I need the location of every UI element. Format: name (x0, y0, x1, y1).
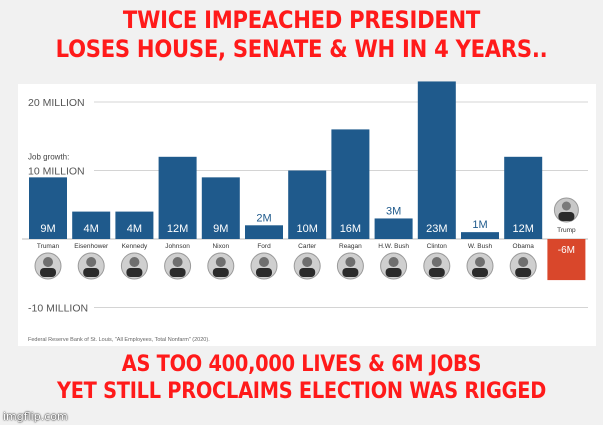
meme-bottom-line-2: YET STILL PROCLAIMS ELECTION WAS RIGGED (56, 378, 547, 404)
president-portrait-body (558, 212, 575, 221)
imgflip-watermark: imgflip.com (3, 410, 68, 423)
president-portrait-head (388, 257, 399, 267)
category-label: H.W. Bush (378, 243, 409, 250)
bar-value-label: 9M (213, 223, 228, 235)
bar-value-label: 23M (426, 223, 447, 235)
bar (245, 225, 283, 239)
category-label: Carter (298, 243, 317, 250)
bar (547, 239, 586, 281)
bar-value-label: 12M (512, 223, 533, 235)
bar-value-label: 10M (296, 223, 317, 235)
meme-bottom-line-1: AS TOO 400,000 LIVES & 6M JOBS (121, 352, 482, 377)
bar (374, 218, 413, 239)
president-portrait-body (472, 268, 488, 277)
y-tick-label: -10 MILLION (28, 303, 88, 315)
bar-value-label: 2M (256, 212, 271, 224)
president-portrait-body (299, 268, 316, 277)
category-label: Eisenhower (74, 243, 109, 250)
category-label: W. Bush (468, 243, 493, 250)
president-portrait-head (215, 257, 226, 267)
bar (504, 156, 543, 239)
president-portrait-body (385, 268, 402, 277)
president-portrait-body (40, 268, 56, 277)
y-axis-label: Job growth: (28, 153, 69, 162)
source-note: Federal Reserve Bank of St. Louis, "All … (28, 337, 210, 343)
bar-value-label: 3M (386, 205, 401, 217)
bar (288, 170, 327, 239)
president-portrait-body (256, 268, 272, 277)
president-portrait-body (212, 268, 229, 277)
president-portrait-head (259, 257, 269, 267)
president-portrait-head (129, 257, 140, 267)
category-label: Trump (557, 227, 576, 234)
bar (29, 177, 67, 239)
bar (461, 232, 499, 239)
president-portrait-head (345, 257, 356, 267)
president-portrait-head (561, 201, 571, 211)
bar (72, 211, 111, 239)
category-label: Kennedy (122, 243, 148, 250)
category-label: Truman (37, 243, 60, 250)
bar (115, 211, 154, 239)
meme-top-line-2: LOSES HOUSE, SENATE & WH IN 4 YEARS.. (55, 35, 548, 64)
category-label: Nixon (212, 243, 229, 250)
president-portrait-head (86, 257, 97, 267)
bar (331, 129, 370, 239)
president-portrait-head (518, 257, 529, 267)
president-portrait-body (169, 268, 186, 277)
president-portrait-head (475, 257, 485, 267)
bar (417, 81, 456, 239)
president-portrait-body (126, 268, 143, 277)
bar-value-label: -6M (558, 245, 575, 256)
bar (158, 156, 197, 239)
meme-top-line-1: TWICE IMPEACHED PRESIDENT (122, 6, 481, 34)
bar-value-label: 4M (84, 223, 99, 235)
president-portrait-body (428, 268, 445, 277)
president-portrait-head (431, 257, 442, 267)
meme-top-caption: TWICE IMPEACHED PRESIDENT LOSES HOUSE, S… (36, 6, 567, 65)
category-label: Ford (257, 243, 271, 250)
category-label: Reagan (339, 243, 362, 250)
president-portrait-body (515, 268, 532, 277)
bar (201, 177, 240, 239)
bar-value-label: 4M (127, 223, 142, 235)
y-tick-label: 10 MILLION (28, 166, 85, 178)
president-portrait-body (83, 268, 100, 277)
president-portrait-head (43, 257, 53, 267)
bar-value-label: 1M (472, 219, 487, 231)
category-label: Obama (513, 243, 535, 250)
meme-bottom-caption: AS TOO 400,000 LIVES & 6M JOBS YET STILL… (36, 352, 567, 406)
president-portrait-head (302, 257, 313, 267)
bar-value-label: 12M (167, 223, 188, 235)
president-portrait-head (172, 257, 183, 267)
category-label: Johnson (165, 243, 190, 250)
bar-value-label: 16M (340, 223, 361, 235)
category-label: Clinton (427, 243, 448, 250)
president-portrait-body (342, 268, 359, 277)
y-tick-label: 20 MILLION (28, 97, 85, 109)
bar-value-label: 9M (40, 223, 55, 235)
